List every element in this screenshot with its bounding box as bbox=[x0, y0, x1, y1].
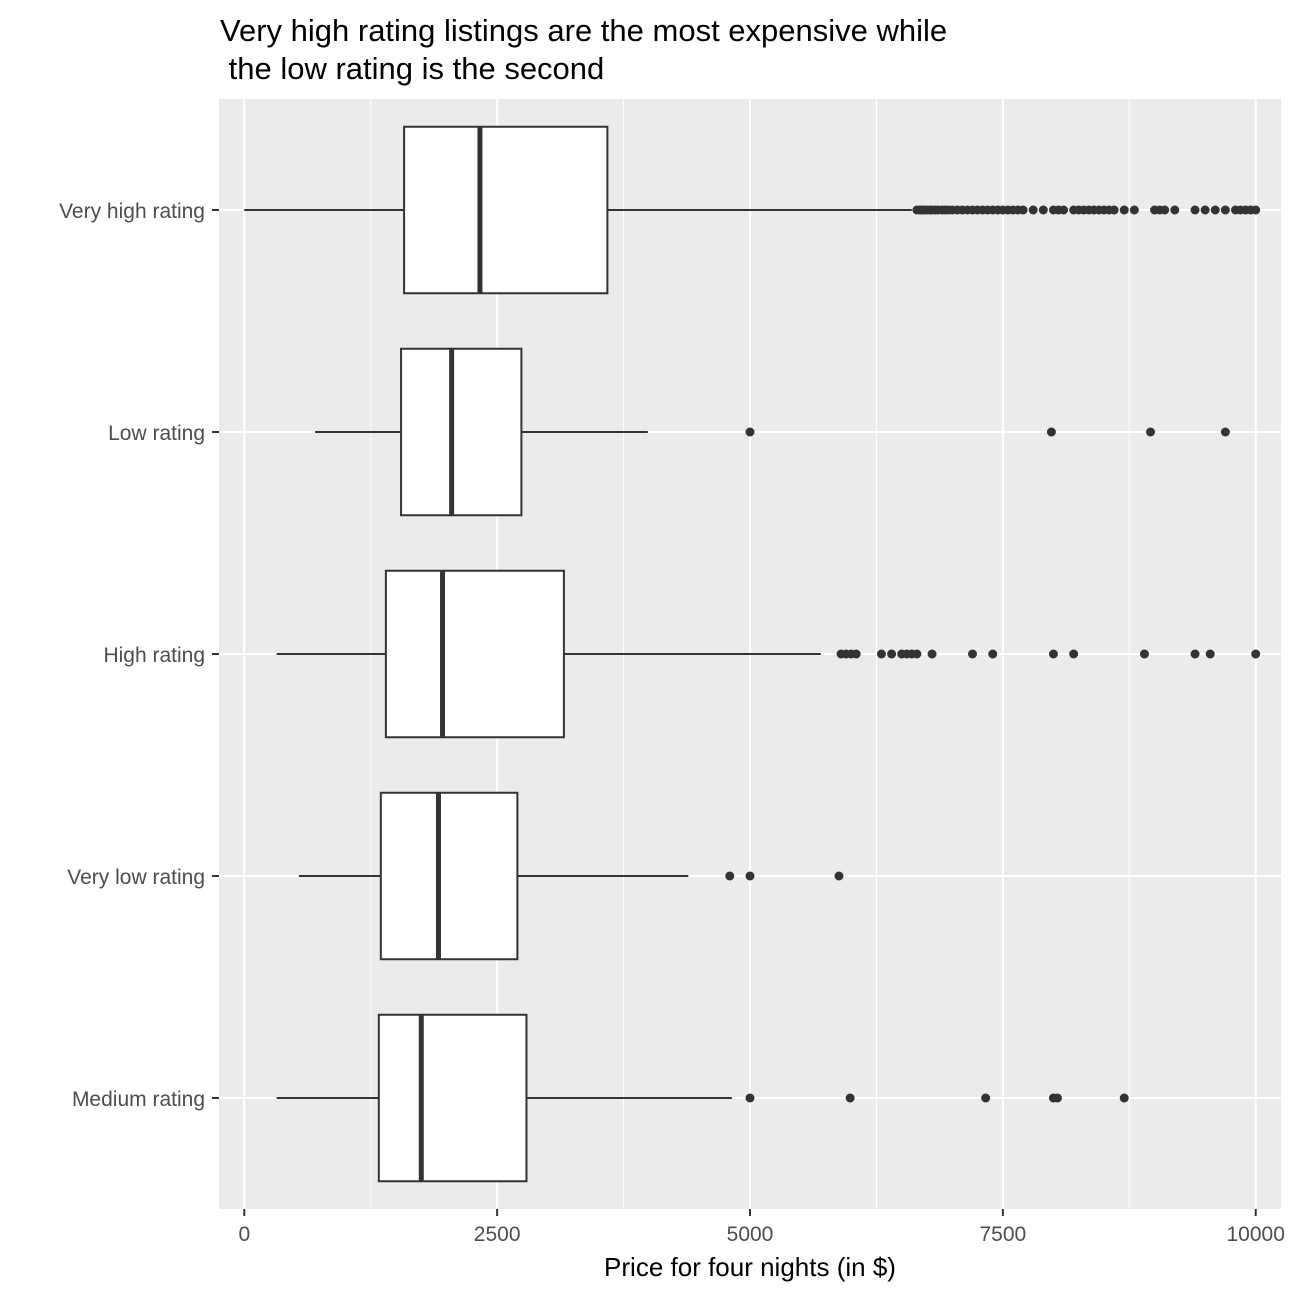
outlier-point bbox=[1069, 649, 1079, 659]
x-tick-label: 10000 bbox=[1227, 1223, 1285, 1246]
outlier-point bbox=[988, 649, 998, 659]
x-axis-label: Price for four nights (in $) bbox=[604, 1252, 896, 1282]
box-medium-rating bbox=[276, 1013, 1129, 1183]
outlier-point bbox=[968, 649, 978, 659]
outlier-point bbox=[1200, 205, 1210, 215]
y-tick-label: Very high rating bbox=[59, 200, 205, 223]
outlier-point bbox=[1109, 205, 1119, 215]
box-very-low-rating bbox=[298, 791, 844, 961]
axes: Very high rating Low rating High rating Ver… bbox=[59, 200, 1285, 1246]
y-tick-label: High rating bbox=[103, 644, 205, 667]
outlier-point bbox=[1210, 205, 1220, 215]
box-iqr bbox=[379, 791, 519, 961]
outlier-point bbox=[725, 871, 735, 881]
outlier-point bbox=[1160, 205, 1170, 215]
outlier-point bbox=[1129, 205, 1139, 215]
box-iqr bbox=[384, 569, 565, 739]
outlier-point bbox=[1220, 205, 1230, 215]
box-iqr bbox=[403, 125, 609, 295]
y-tick-label: Very low rating bbox=[67, 866, 205, 889]
outlier-point bbox=[1190, 205, 1200, 215]
outlier-point bbox=[1220, 427, 1230, 437]
box-iqr bbox=[400, 347, 523, 517]
y-tick-label: Low rating bbox=[108, 422, 205, 445]
box-high-rating bbox=[276, 569, 1261, 739]
outlier-point bbox=[1205, 649, 1215, 659]
outlier-point bbox=[1038, 205, 1048, 215]
outlier-point bbox=[1059, 205, 1069, 215]
outlier-point bbox=[876, 649, 886, 659]
x-tick-label: 2500 bbox=[474, 1223, 521, 1246]
outlier-point bbox=[1119, 1093, 1129, 1103]
outlier-point bbox=[1046, 427, 1056, 437]
outlier-point bbox=[927, 649, 937, 659]
outlier-point bbox=[851, 649, 861, 659]
chart-title-line-1: Very high rating listings are the most e… bbox=[220, 13, 947, 48]
outlier-point bbox=[745, 871, 755, 881]
outlier-point bbox=[1190, 649, 1200, 659]
x-tick-label: 7500 bbox=[979, 1223, 1026, 1246]
outlier-point bbox=[845, 1093, 855, 1103]
outlier-point bbox=[1251, 649, 1261, 659]
outlier-point bbox=[1018, 205, 1028, 215]
outlier-point bbox=[1146, 427, 1156, 437]
y-tick-label: Medium rating bbox=[72, 1088, 205, 1111]
outlier-point bbox=[887, 649, 897, 659]
outlier-point bbox=[1048, 649, 1058, 659]
box-very-high-rating bbox=[244, 125, 1261, 295]
outlier-point bbox=[1251, 205, 1261, 215]
outlier-point bbox=[912, 649, 922, 659]
outlier-point bbox=[745, 427, 755, 437]
outlier-point bbox=[1119, 205, 1129, 215]
box-iqr bbox=[377, 1013, 528, 1183]
outlier-point bbox=[1170, 205, 1180, 215]
outlier-point bbox=[1139, 649, 1149, 659]
chart-title-line-2: the low rating is the second bbox=[220, 51, 604, 86]
outlier-point bbox=[981, 1093, 991, 1103]
outlier-point bbox=[745, 1093, 755, 1103]
box-low-rating bbox=[315, 347, 1230, 517]
outlier-point bbox=[834, 871, 844, 881]
boxes bbox=[244, 125, 1261, 1183]
outlier-point bbox=[1028, 205, 1038, 215]
x-tick-label: 5000 bbox=[727, 1223, 774, 1246]
x-tick-label: 0 bbox=[238, 1223, 250, 1246]
outlier-point bbox=[1052, 1093, 1062, 1103]
